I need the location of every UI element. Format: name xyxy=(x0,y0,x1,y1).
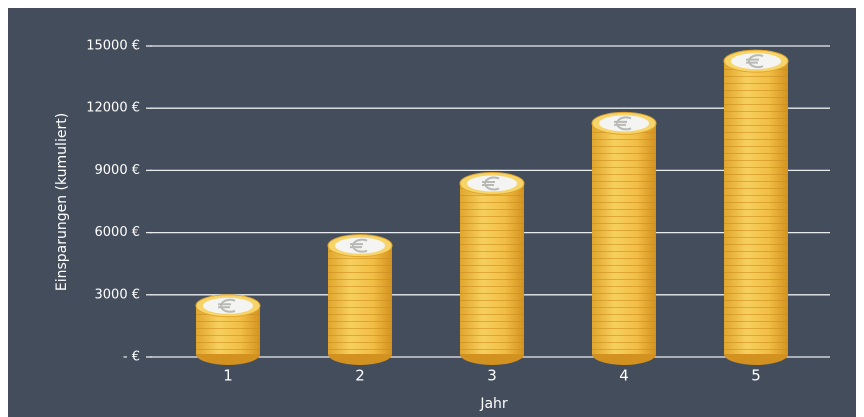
x-tick-label: 1 xyxy=(223,367,233,385)
x-tick-label: 3 xyxy=(487,367,497,385)
chart: Einsparungen (kumuliert) Jahr - € 3000 € 6… xyxy=(0,0,864,417)
y-tick-label: - € xyxy=(123,350,140,365)
y-axis-title: Einsparungen (kumuliert) xyxy=(54,113,70,291)
coin-stack xyxy=(460,172,524,365)
coin-stack xyxy=(328,235,392,365)
y-tick-label: 6000 € xyxy=(95,225,141,240)
y-tick-label: 12000 € xyxy=(86,101,140,116)
coin-stack xyxy=(724,50,788,365)
coin-stack xyxy=(196,295,260,365)
y-tick-label: 15000 € xyxy=(86,39,140,54)
coin-ridges xyxy=(592,123,656,354)
coin-ridges xyxy=(460,183,524,354)
y-tick-label: 9000 € xyxy=(95,163,141,178)
coin-ridges xyxy=(724,61,788,354)
y-tick-label: 3000 € xyxy=(95,287,141,302)
coin-ridges xyxy=(328,246,392,354)
coin-stack xyxy=(592,112,656,365)
x-axis-title: Jahr xyxy=(479,396,508,412)
x-tick-label: 4 xyxy=(619,367,629,385)
x-tick-label: 5 xyxy=(751,367,761,385)
x-tick-label: 2 xyxy=(355,367,365,385)
